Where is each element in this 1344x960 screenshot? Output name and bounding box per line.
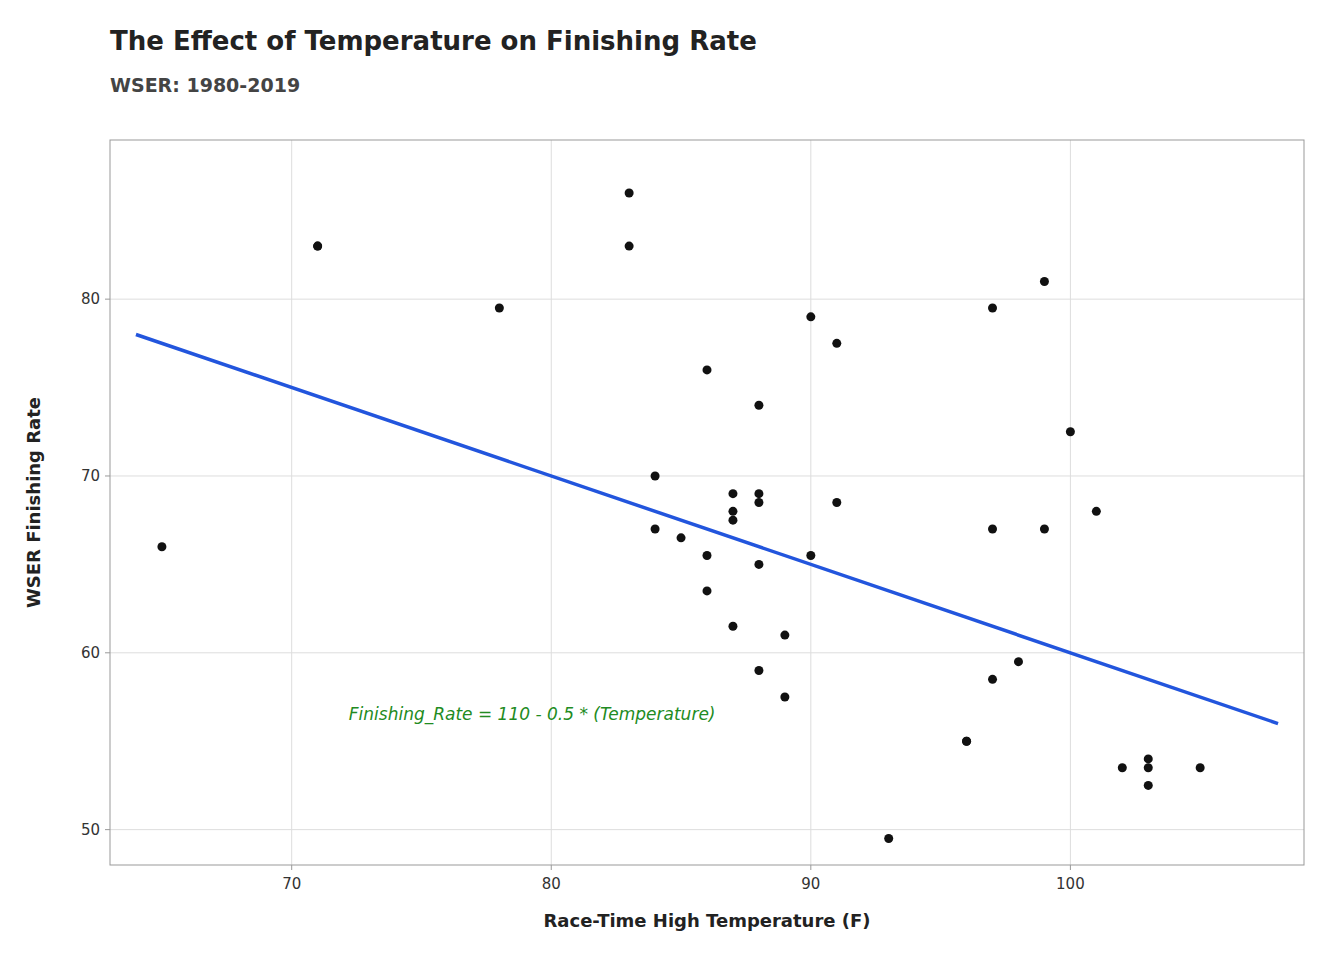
scatter-point — [832, 498, 841, 507]
scatter-point — [1014, 657, 1023, 666]
scatter-point — [728, 489, 737, 498]
scatter-point — [1196, 763, 1205, 772]
scatter-point — [754, 401, 763, 410]
scatter-point — [780, 631, 789, 640]
scatter-point — [962, 737, 971, 746]
tick-label: 70 — [282, 875, 301, 893]
plot-frame — [110, 140, 1304, 865]
grid-line — [1070, 140, 1071, 865]
scatter-point — [832, 339, 841, 348]
scatter-point — [1040, 277, 1049, 286]
marks — [136, 189, 1278, 843]
scatter-point — [728, 516, 737, 525]
scatter-point — [806, 551, 815, 560]
scatter-point — [988, 525, 997, 534]
tick — [551, 865, 552, 870]
regression-line — [136, 335, 1278, 724]
scatter-point — [157, 542, 166, 551]
grid-line — [291, 140, 292, 865]
tick-label: 70 — [81, 467, 100, 485]
scatter-point — [703, 551, 712, 560]
tick — [105, 299, 110, 300]
x-axis-label: Race-Time High Temperature (F) — [543, 910, 870, 931]
tick — [1070, 865, 1071, 870]
scatter-point — [625, 189, 634, 198]
scatter-point — [962, 737, 971, 746]
scatter-point — [495, 303, 504, 312]
scatter-point — [754, 666, 763, 675]
scatter-point — [313, 242, 322, 251]
scatter-point — [703, 365, 712, 374]
scatter-point — [1144, 754, 1153, 763]
scatter-point — [703, 586, 712, 595]
tick-label: 50 — [81, 821, 100, 839]
scatter-point — [754, 489, 763, 498]
scatter-point — [754, 498, 763, 507]
scatter-point — [1144, 781, 1153, 790]
grid-line — [810, 140, 811, 865]
scatter-point — [677, 533, 686, 542]
axes: 70 80 90 100 50 60 70 80 — [81, 290, 1085, 893]
scatter-point — [988, 303, 997, 312]
scatter-point — [313, 242, 322, 251]
subtitle: WSER: 1980-2019 — [110, 74, 300, 96]
scatter-point — [780, 693, 789, 702]
grid-line — [110, 299, 1304, 300]
tick-label: 60 — [81, 644, 100, 662]
scatter-point — [1066, 427, 1075, 436]
tick — [291, 865, 292, 870]
scatter-point — [651, 525, 660, 534]
tick-label: 80 — [81, 290, 100, 308]
tick-label: 100 — [1056, 875, 1085, 893]
title: The Effect of Temperature on Finishing R… — [110, 26, 757, 56]
scatter-point — [754, 560, 763, 569]
y-axis-label: WSER Finishing Rate — [23, 397, 44, 608]
tick — [105, 829, 110, 830]
scatter-point — [651, 471, 660, 480]
scatter-point — [1092, 507, 1101, 516]
scatter-point — [625, 242, 634, 251]
scatter-point — [728, 507, 737, 516]
tick-label: 90 — [801, 875, 820, 893]
grid — [110, 140, 1304, 865]
grid-line — [110, 829, 1304, 830]
grid-line — [551, 140, 552, 865]
scatter-point — [1144, 763, 1153, 772]
scatter-point — [806, 312, 815, 321]
annotation: Finishing_Rate = 110 - 0.5 * (Temperatur… — [349, 704, 716, 725]
tick — [105, 475, 110, 476]
grid-line — [110, 475, 1304, 476]
scatter-point — [988, 675, 997, 684]
scatter-point — [1040, 525, 1049, 534]
tick-label: 80 — [542, 875, 561, 893]
scatter-point — [884, 834, 893, 843]
tick — [105, 652, 110, 653]
tick — [810, 865, 811, 870]
chart: The Effect of Temperature on Finishing R… — [0, 0, 1344, 960]
grid-line — [110, 652, 1304, 653]
scatter-point — [1118, 763, 1127, 772]
scatter-point — [728, 622, 737, 631]
